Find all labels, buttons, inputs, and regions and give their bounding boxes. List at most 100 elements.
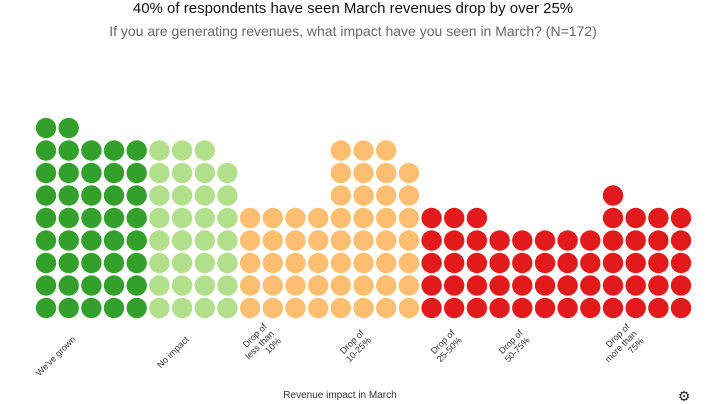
waffle-dot — [376, 252, 397, 274]
waffle-dot — [353, 207, 374, 229]
waffle-dot — [194, 230, 215, 251]
waffle-dot — [149, 140, 170, 161]
waffle-dot — [171, 185, 193, 206]
waffle-dot — [58, 117, 79, 139]
waffle-dot — [602, 230, 624, 251]
waffle-dot — [239, 297, 261, 319]
x-tick-label-line: We've grown — [34, 334, 78, 378]
waffle-dot — [444, 275, 465, 296]
waffle-dot — [285, 252, 306, 274]
waffle-dot — [171, 297, 193, 319]
waffle-dot — [557, 230, 578, 251]
waffle-dot — [35, 162, 57, 184]
waffle-dot — [421, 207, 442, 229]
waffle-dot — [58, 252, 79, 274]
waffle-dot — [194, 207, 215, 229]
waffle-dot — [35, 275, 57, 296]
waffle-dot — [58, 185, 79, 206]
x-tick-label: Drop ofless than10% — [236, 321, 283, 368]
waffle-dot — [534, 252, 556, 274]
waffle-dot — [376, 207, 397, 229]
waffle-dot — [149, 275, 170, 296]
waffle-dot — [103, 162, 125, 184]
waffle-dot — [466, 230, 488, 251]
waffle-dot — [648, 275, 669, 296]
waffle-dot — [81, 275, 102, 296]
waffle-dot — [512, 230, 533, 251]
waffle-dot — [580, 252, 601, 274]
waffle-dot — [330, 252, 351, 274]
waffle-dot — [398, 297, 420, 319]
waffle-dot — [512, 275, 533, 296]
waffle-dot — [308, 297, 329, 319]
waffle-dot — [126, 297, 147, 319]
waffle-dot — [330, 185, 351, 206]
waffle-dot — [217, 185, 238, 206]
waffle-dot — [353, 230, 374, 251]
waffle-dot — [35, 140, 57, 161]
waffle-dot — [262, 252, 283, 274]
waffle-dot — [308, 207, 329, 229]
waffle-dot — [353, 252, 374, 274]
waffle-dot — [103, 185, 125, 206]
waffle-dot — [194, 140, 215, 161]
waffle-dot — [466, 252, 488, 274]
waffle-dot — [194, 162, 215, 184]
waffle-dot — [353, 140, 374, 161]
waffle-dot — [602, 207, 624, 229]
waffle-dot — [149, 162, 170, 184]
x-tick-label: Drop ofmore than75% — [596, 321, 646, 371]
waffle-dot — [602, 275, 624, 296]
waffle-dot — [81, 207, 102, 229]
waffle-dot — [217, 162, 238, 184]
waffle-dot — [625, 230, 646, 251]
waffle-dot — [81, 140, 102, 161]
waffle-dot — [670, 297, 692, 319]
waffle-dot — [376, 230, 397, 251]
waffle-dot — [398, 252, 420, 274]
waffle-dot — [103, 297, 125, 319]
waffle-dot — [489, 230, 510, 251]
waffle-dot — [149, 297, 170, 319]
waffle-dot — [330, 207, 351, 229]
waffle-dot — [580, 230, 601, 251]
waffle-dot — [398, 275, 420, 296]
waffle-dot — [285, 207, 306, 229]
waffle-dot — [103, 275, 125, 296]
waffle-dot — [285, 297, 306, 319]
waffle-dot — [670, 230, 692, 251]
waffle-dot — [330, 275, 351, 296]
waffle-dot — [262, 275, 283, 296]
waffle-dot — [171, 230, 193, 251]
waffle-dot — [149, 185, 170, 206]
x-tick-label: Drop of50-75% — [496, 328, 532, 364]
waffle-dot — [126, 230, 147, 251]
waffle-dot — [625, 252, 646, 274]
waffle-dot — [330, 162, 351, 184]
waffle-dot — [444, 252, 465, 274]
waffle-dot — [444, 297, 465, 319]
waffle-dot — [81, 297, 102, 319]
chart-title: 40% of respondents have seen March reven… — [132, 0, 574, 17]
waffle-dot — [217, 297, 238, 319]
x-tick-label: No impact — [155, 334, 191, 370]
waffle-dot — [376, 162, 397, 184]
waffle-dot — [466, 275, 488, 296]
waffle-dot — [625, 207, 646, 229]
waffle-dot — [466, 297, 488, 319]
waffle-dot — [103, 140, 125, 161]
waffle-dot — [285, 275, 306, 296]
waffle-dot — [670, 275, 692, 296]
waffle-dot — [171, 140, 193, 161]
waffle-dot — [353, 162, 374, 184]
waffle-dot — [58, 207, 79, 229]
waffle-dot — [262, 297, 283, 319]
gear-icon[interactable]: ⚙ — [677, 388, 691, 404]
x-tick-label: Drop of25-50% — [428, 328, 464, 364]
waffle-dot — [512, 252, 533, 274]
waffle-dot — [285, 230, 306, 251]
waffle-dot — [398, 207, 420, 229]
waffle-dot — [648, 297, 669, 319]
waffle-dot — [421, 252, 442, 274]
waffle-dot — [670, 207, 692, 229]
